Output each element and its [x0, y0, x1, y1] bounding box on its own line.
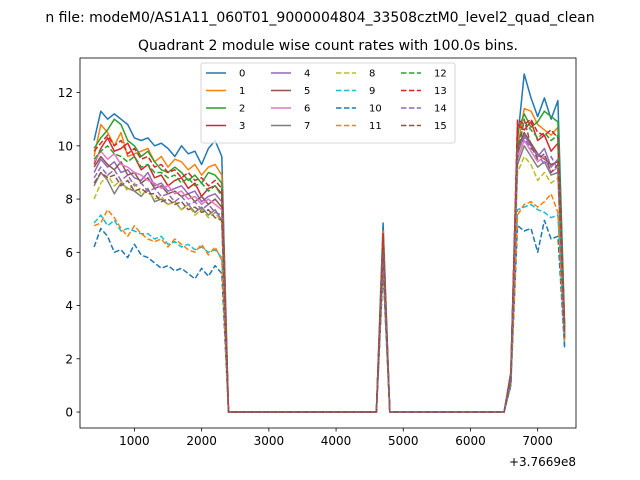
y-tick-label: 10 — [58, 139, 73, 153]
y-tick-label: 6 — [65, 246, 73, 260]
series-line-15 — [93, 118, 566, 413]
legend-label-12: 12 — [434, 69, 447, 80]
y-axis: 0 2 4 6 8 10 12 — [58, 86, 80, 420]
legend-label-14: 14 — [434, 104, 447, 115]
legend-label-11: 11 — [369, 121, 382, 132]
x-tick-label: 1000 — [119, 434, 150, 448]
legend-label-10: 10 — [369, 104, 382, 115]
legend-label-0: 0 — [239, 69, 245, 80]
x-tick-label: 4000 — [321, 434, 352, 448]
legend-label-13: 13 — [434, 86, 447, 97]
legend-label-8: 8 — [369, 69, 375, 80]
legend-label-15: 15 — [434, 121, 447, 132]
legend-label-3: 3 — [239, 121, 245, 132]
legend-label-9: 9 — [369, 86, 375, 97]
axes-frame — [79, 57, 577, 429]
legend-label-7: 7 — [304, 121, 310, 132]
legend-label-6: 6 — [304, 104, 310, 115]
y-tick-label: 0 — [65, 406, 73, 420]
legend-label-1: 1 — [239, 86, 245, 97]
x-tick-label: 6000 — [455, 434, 486, 448]
legend-frame — [200, 62, 456, 144]
figure-suptitle: n file: modeM0/AS1A11_060T01_9000004804_… — [45, 10, 594, 26]
legend-label-5: 5 — [304, 86, 310, 97]
y-tick-label: 12 — [58, 86, 73, 100]
x-tick-label: 7000 — [522, 434, 553, 448]
legend-label-2: 2 — [239, 104, 245, 115]
y-tick-label: 8 — [65, 193, 73, 207]
series-layer — [93, 73, 566, 413]
chart-title: Quadrant 2 module wise count rates with … — [138, 38, 518, 54]
y-tick-label: 2 — [65, 352, 73, 366]
legend-label-4: 4 — [304, 69, 310, 80]
y-tick-label: 4 — [65, 299, 73, 313]
x-tick-label: 5000 — [388, 434, 419, 448]
x-axis: 1000 2000 3000 4000 5000 6000 7000 — [119, 428, 553, 448]
x-tick-label: 2000 — [186, 434, 217, 448]
x-tick-label: 3000 — [254, 434, 285, 448]
x-axis-offset-label: +3.7669e8 — [509, 455, 576, 469]
